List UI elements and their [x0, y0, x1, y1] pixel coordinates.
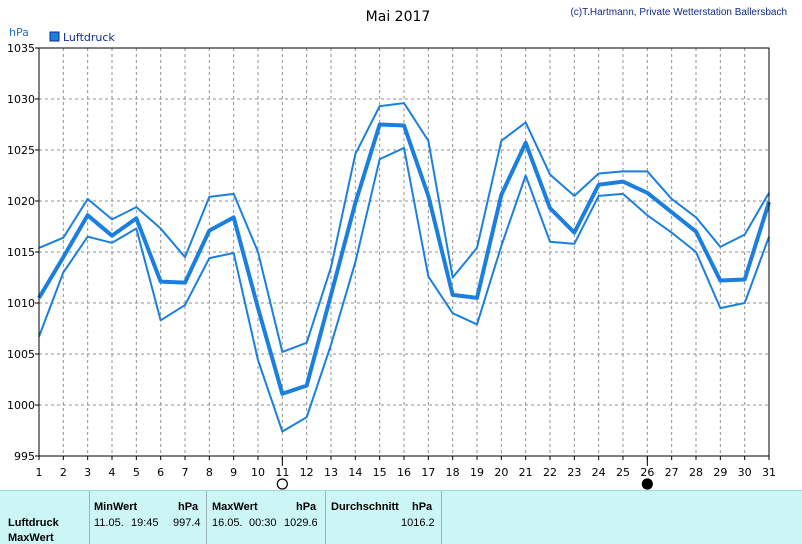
legend-swatch [49, 31, 60, 42]
x-tick-label: 17 [421, 466, 435, 479]
max-time: 00:30 [249, 517, 277, 529]
min-date: 11.05. [94, 517, 124, 529]
row-label-luftdruck: Luftdruck [8, 517, 59, 529]
y-tick-label: 995 [14, 450, 35, 463]
chart-title: Mai 2017 [366, 9, 431, 25]
y-tick-label: 1030 [7, 93, 35, 106]
new-moon-icon [641, 478, 653, 490]
x-tick-label: 3 [84, 466, 91, 479]
series-line-max [38, 102, 770, 353]
full-moon-icon [276, 478, 288, 490]
x-tick-label: 1 [36, 466, 43, 479]
x-tick-label: 15 [373, 466, 387, 479]
x-tick-label: 23 [567, 466, 581, 479]
x-tick-label: 30 [738, 466, 752, 479]
x-tick-label: 28 [689, 466, 703, 479]
x-tick-label: 22 [543, 466, 557, 479]
y-tick-label: 1015 [7, 246, 35, 259]
grid [39, 48, 769, 456]
min-time: 19:45 [131, 517, 159, 529]
x-axis-ticks: 1 2 3 4 5 6 7 8 9 10 11 12 13 14 15 16 17 18 19 20 21 22 23 24 2… [36, 456, 776, 479]
copyright-credit: (c)T.Hartmann, Private Wetterstation Bal… [570, 7, 787, 18]
x-tick-label: 21 [519, 466, 533, 479]
x-tick-label: 12 [300, 466, 314, 479]
series-line-min [38, 146, 770, 433]
x-tick-label: 26 [640, 466, 654, 479]
avg-unit: hPa [412, 501, 433, 513]
x-tick-label: 7 [182, 466, 189, 479]
pressure-chart: Mai 2017 (c)T.Hartmann, Private Wetterst… [7, 7, 787, 490]
x-tick-label: 20 [494, 466, 508, 479]
x-tick-label: 11 [275, 466, 289, 479]
x-tick-label: 16 [397, 466, 411, 479]
series-line-mean [37, 122, 771, 396]
x-tick-label: 25 [616, 466, 630, 479]
min-unit: hPa [178, 501, 199, 513]
separator [89, 491, 90, 544]
x-tick-label: 6 [157, 466, 164, 479]
x-tick-label: 18 [446, 466, 460, 479]
x-tick-label: 5 [133, 466, 140, 479]
y-axis-ticks: 995 1000 1005 1010 1015 1020 1025 1030 1035 [7, 42, 39, 463]
x-tick-label: 8 [206, 466, 213, 479]
x-tick-label: 31 [762, 466, 776, 479]
min-value: 997.4 [173, 517, 201, 529]
min-heading: MinWert [94, 501, 138, 513]
y-tick-label: 1035 [7, 42, 35, 55]
legend-label: Luftdruck [63, 31, 115, 44]
y-tick-label: 1000 [7, 399, 35, 412]
y-axis-unit: hPa [9, 26, 29, 39]
x-tick-label: 27 [665, 466, 679, 479]
series-group [37, 102, 771, 433]
max-heading: MaxWert [212, 501, 258, 513]
max-date: 16.05. [212, 517, 243, 529]
x-tick-label: 19 [470, 466, 484, 479]
max-value: 1029.6 [284, 517, 318, 529]
avg-heading: Durchschnitt [331, 501, 399, 513]
x-tick-label: 10 [251, 466, 265, 479]
x-tick-label: 29 [713, 466, 727, 479]
y-tick-label: 1025 [7, 144, 35, 157]
y-tick-label: 1005 [7, 348, 35, 361]
x-tick-label: 2 [60, 466, 67, 479]
max-unit: hPa [296, 501, 317, 513]
separator [325, 491, 326, 544]
x-tick-label: 9 [230, 466, 237, 479]
y-tick-label: 1020 [7, 195, 35, 208]
x-tick-label: 14 [348, 466, 362, 479]
y-tick-label: 1010 [7, 297, 35, 310]
separator [441, 491, 442, 544]
x-tick-label: 4 [109, 466, 116, 479]
row-label-maxwert: MaxWert [8, 532, 54, 544]
x-tick-label: 13 [324, 466, 338, 479]
statistics-panel: Luftdruck MaxWert MinWert hPa 11.05. 19:… [0, 490, 802, 544]
moon-phase-markers [276, 456, 653, 490]
avg-value: 1016.2 [401, 517, 435, 529]
x-tick-label: 24 [592, 466, 606, 479]
separator [206, 491, 207, 544]
